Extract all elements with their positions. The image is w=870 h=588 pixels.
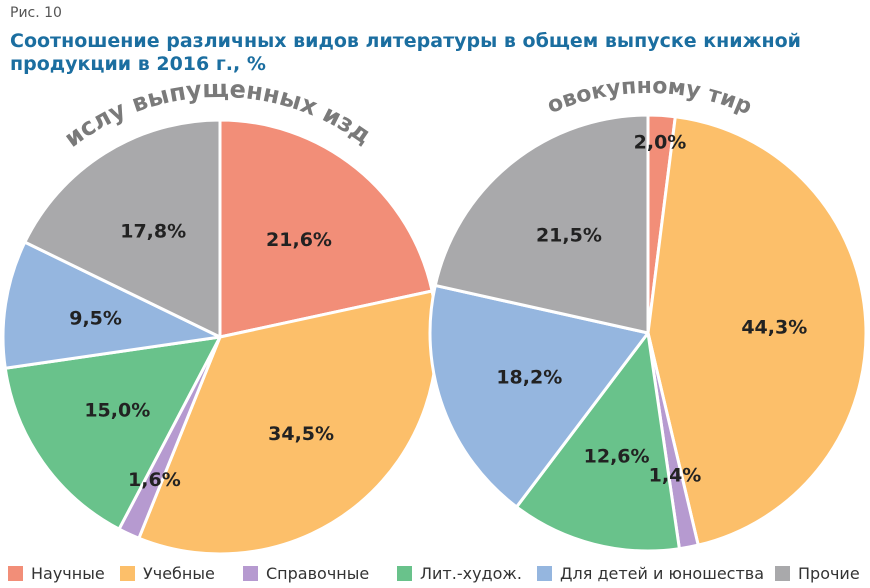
legend-label: Справочные xyxy=(266,563,370,583)
pie-value-label: 44,3% xyxy=(741,316,807,338)
legend-item-lit-khudozh: Лит.-худож. xyxy=(397,562,522,584)
pie-value-label: 12,6% xyxy=(584,446,650,468)
legend-item-prochie: Прочие xyxy=(775,562,860,584)
legend-swatch xyxy=(397,565,412,581)
pie-slice xyxy=(646,115,868,547)
legend-label: Лит.-худож. xyxy=(420,563,522,583)
figure-label: Рис. 10 xyxy=(10,5,62,21)
legend: Научные Учебные Справочные Лит.-худож. Д… xyxy=(0,562,870,584)
legend-swatch xyxy=(120,565,135,581)
pie-value-label: 2,0% xyxy=(634,132,687,154)
legend-item-uchebnye: Учебные xyxy=(120,562,215,584)
pie-slice xyxy=(428,283,650,509)
pie-slice xyxy=(218,118,434,339)
pie-slice xyxy=(515,331,681,553)
legend-item-detskaya: Для детей и юношества xyxy=(537,562,764,584)
pie-value-label: 15,0% xyxy=(84,400,150,422)
pie-slice xyxy=(1,240,222,370)
pie-value-label: 34,5% xyxy=(268,423,334,445)
legend-swatch xyxy=(243,565,258,581)
pie-slice xyxy=(23,118,222,339)
chart-title: Соотношение различных видов литературы в… xyxy=(10,30,801,75)
legend-swatch xyxy=(775,565,790,581)
pie-value-label: 18,2% xyxy=(496,367,562,389)
pie-value-label: 1,6% xyxy=(128,469,181,491)
pie-value-label: 17,8% xyxy=(120,220,186,242)
pie-slice xyxy=(3,335,222,531)
pie-value-label: 21,5% xyxy=(536,224,602,246)
legend-label: Прочие xyxy=(798,563,860,583)
pie-slice xyxy=(433,113,650,335)
legend-item-nauchnye: Научные xyxy=(8,562,105,584)
legend-swatch xyxy=(8,565,23,581)
legend-label: Для детей и юношества xyxy=(560,563,765,583)
legend-label: Научные xyxy=(31,563,105,583)
legend-item-spravochnye: Справочные xyxy=(243,562,369,584)
pie-value-label: 1,4% xyxy=(649,464,702,486)
legend-label: Учебные xyxy=(143,563,215,583)
pie-value-label: 21,6% xyxy=(266,229,332,251)
pie-value-label: 9,5% xyxy=(69,308,122,330)
legend-swatch xyxy=(537,565,552,581)
